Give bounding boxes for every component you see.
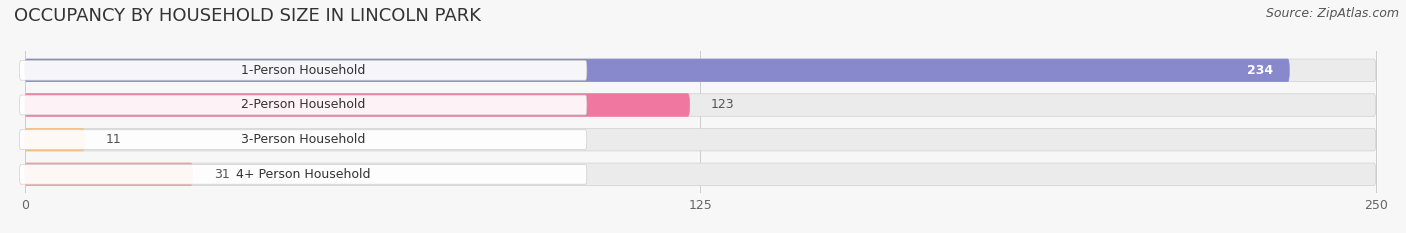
FancyBboxPatch shape — [25, 128, 1375, 151]
FancyBboxPatch shape — [25, 128, 84, 151]
FancyBboxPatch shape — [25, 59, 1375, 82]
Text: 31: 31 — [214, 168, 229, 181]
Text: 123: 123 — [711, 99, 735, 112]
Text: 11: 11 — [105, 133, 122, 146]
Text: 2-Person Household: 2-Person Household — [240, 99, 366, 112]
FancyBboxPatch shape — [20, 164, 586, 184]
FancyBboxPatch shape — [20, 130, 586, 150]
FancyBboxPatch shape — [25, 163, 193, 186]
FancyBboxPatch shape — [25, 163, 1375, 186]
FancyBboxPatch shape — [25, 59, 1289, 82]
FancyBboxPatch shape — [25, 94, 1375, 116]
Text: Source: ZipAtlas.com: Source: ZipAtlas.com — [1265, 7, 1399, 20]
Text: 234: 234 — [1247, 64, 1272, 77]
Text: 4+ Person Household: 4+ Person Household — [236, 168, 370, 181]
Text: 1-Person Household: 1-Person Household — [240, 64, 366, 77]
FancyBboxPatch shape — [20, 95, 586, 115]
FancyBboxPatch shape — [25, 94, 689, 116]
Text: OCCUPANCY BY HOUSEHOLD SIZE IN LINCOLN PARK: OCCUPANCY BY HOUSEHOLD SIZE IN LINCOLN P… — [14, 7, 481, 25]
FancyBboxPatch shape — [20, 60, 586, 80]
Text: 3-Person Household: 3-Person Household — [240, 133, 366, 146]
